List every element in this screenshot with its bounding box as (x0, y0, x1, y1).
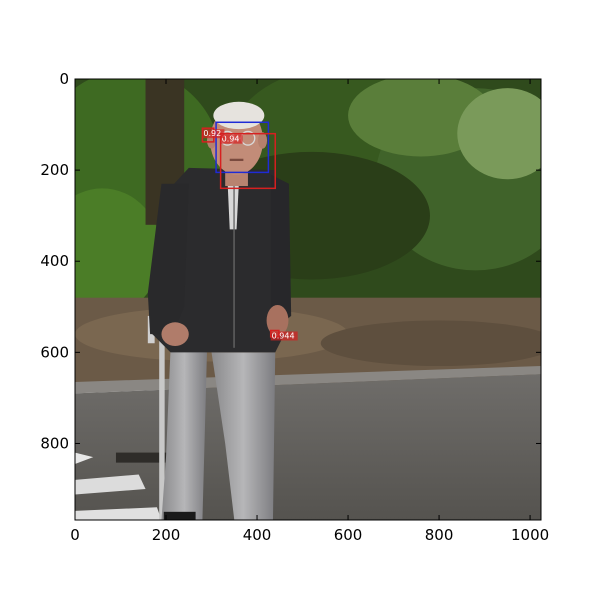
y-tick-label: 400 (40, 252, 69, 270)
detection-score: 0.94 (222, 135, 240, 144)
x-tick-label: 0 (70, 526, 80, 544)
axes-frame (74, 78, 542, 521)
x-tick-label: 1000 (511, 526, 549, 544)
x-tick-label: 200 (152, 526, 181, 544)
y-tick-label: 200 (40, 161, 69, 179)
x-tick-label: 400 (243, 526, 272, 544)
y-tick-label: 0 (59, 70, 69, 88)
detection-score: 0.944 (272, 331, 295, 340)
pants (161, 347, 207, 520)
cane (159, 334, 165, 520)
right-hand (266, 304, 289, 336)
detection-box-red-face (219, 132, 276, 190)
ticks-layer: 0 200 400 600 800 1000 0 200 400 600 800 (40, 70, 549, 544)
detection-box-blue-face (215, 121, 270, 174)
detection-score: 0.92 (203, 129, 221, 138)
detection-label-bg (270, 331, 298, 341)
road (75, 374, 541, 520)
x-tick-label: 800 (425, 526, 454, 544)
x-tick-label: 600 (334, 526, 363, 544)
photo (75, 79, 541, 520)
detections-layer: 0.940.92 0.944 (201, 121, 298, 341)
y-tick-label: 600 (40, 343, 69, 361)
detection-label-bg (220, 134, 243, 144)
y-tick-label: 800 (40, 434, 69, 452)
left-hand (161, 322, 189, 346)
detection-label-bg (202, 129, 225, 139)
